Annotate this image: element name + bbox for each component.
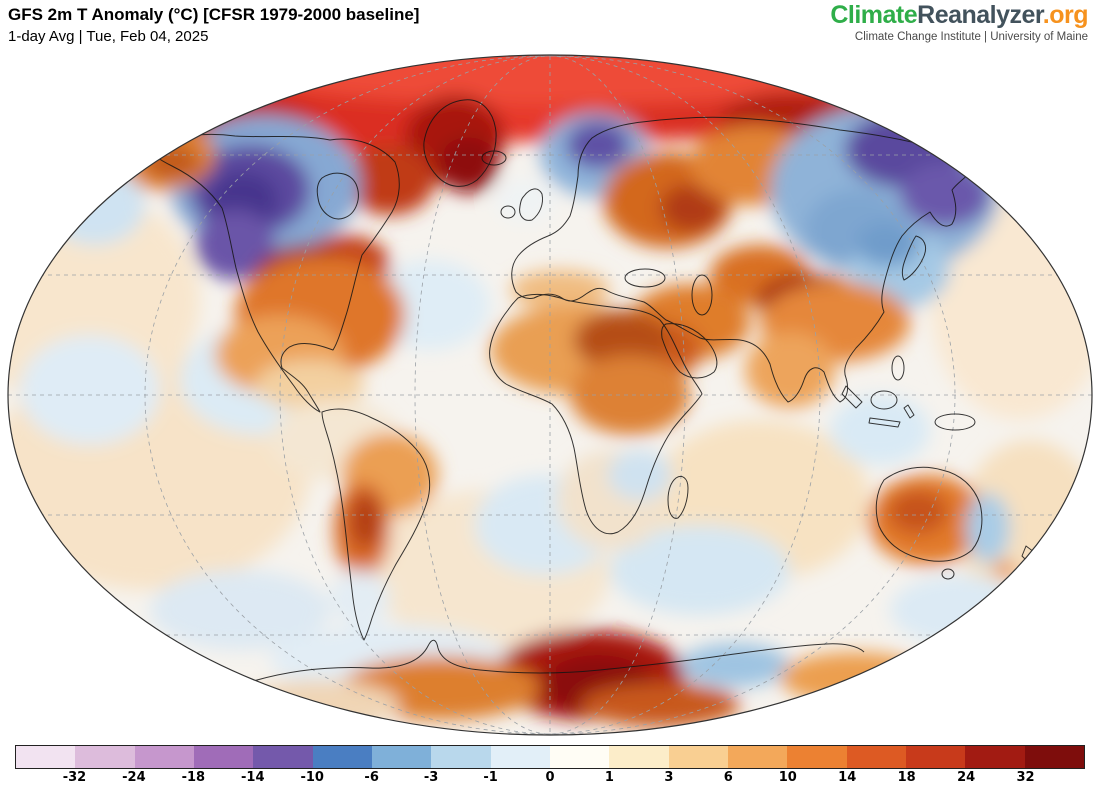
colorbar-tick-label: -1 xyxy=(483,770,498,785)
colorbar-tick-label: -3 xyxy=(423,770,439,785)
logo-org[interactable]: .org xyxy=(1042,1,1089,29)
map-ellipse-boundary xyxy=(7,54,1093,736)
colorbar-tick-label: -18 xyxy=(181,770,206,785)
colorbar-segment xyxy=(549,746,610,768)
colorbar-segment xyxy=(905,746,966,768)
colorbar-segment xyxy=(75,746,135,768)
logo-climate[interactable]: Climate xyxy=(830,1,918,29)
logo-wordmark[interactable]: ClimateReanalyzer.org xyxy=(830,1,1089,30)
colorbar-segment xyxy=(134,746,194,768)
colorbar-segment xyxy=(609,746,669,768)
colorbar-tick-label: 3 xyxy=(664,770,674,785)
colorbar-segment xyxy=(371,746,432,768)
colorbar-ticks: -32 -24 -18 -14 -10 -6 -3 -1 0 1 3 6 10 14 18 24 32 xyxy=(15,770,1085,790)
colorbar-tick-label: -10 xyxy=(300,770,324,785)
colorbar-tick-label: 24 xyxy=(957,770,976,785)
colorbar-tick-label: 18 xyxy=(897,770,916,785)
site-logo[interactable]: ClimateReanalyzer.org Climate Change Ins… xyxy=(830,1,1089,43)
map-subtitle: 1-day Avg | Tue, Feb 04, 2025 xyxy=(8,27,209,45)
title-block: GFS 2m T Anomaly (°C) [CFSR 1979-2000 ba… xyxy=(8,4,419,47)
colorbar-tick-label: -32 xyxy=(62,770,87,785)
colorbar-segment xyxy=(846,746,906,768)
continent-outlines xyxy=(147,99,1042,683)
map-title: GFS 2m T Anomaly (°C) [CFSR 1979-2000 ba… xyxy=(8,5,420,24)
colorbar-tick-label: 32 xyxy=(1016,770,1035,785)
colorbar-tick-label: 0 xyxy=(545,770,555,785)
colorbar-tick-label: -24 xyxy=(122,770,146,785)
colorbar-segment xyxy=(668,746,728,768)
colorbar-segment xyxy=(312,746,372,768)
colorbar xyxy=(15,745,1085,769)
colorbar-tick-label: -14 xyxy=(241,770,265,785)
colorbar-segment xyxy=(16,746,76,768)
colorbar-segment xyxy=(1024,746,1084,768)
colorbar-tick-label: 6 xyxy=(723,770,733,785)
logo-tagline: Climate Change Institute | University of… xyxy=(854,30,1088,43)
anomaly-map xyxy=(0,50,1100,740)
colorbar-tick-label: 14 xyxy=(838,770,857,785)
header: GFS 2m T Anomaly (°C) [CFSR 1979-2000 ba… xyxy=(0,0,1100,52)
colorbar-tick-label: -6 xyxy=(364,770,379,785)
colorbar-segment xyxy=(431,746,491,768)
colorbar-segment xyxy=(965,746,1025,768)
colorbar-segment xyxy=(787,746,847,768)
colorbar-segment xyxy=(727,746,788,768)
logo-reanalyzer[interactable]: Reanalyzer xyxy=(917,1,1043,29)
colorbar-tick-label: 1 xyxy=(604,770,614,785)
colorbar-segment xyxy=(193,746,254,768)
colorbar-tick-label: 10 xyxy=(778,770,797,785)
graticule xyxy=(8,55,1092,735)
colorbar-segment xyxy=(253,746,313,768)
colorbar-segment xyxy=(490,746,550,768)
